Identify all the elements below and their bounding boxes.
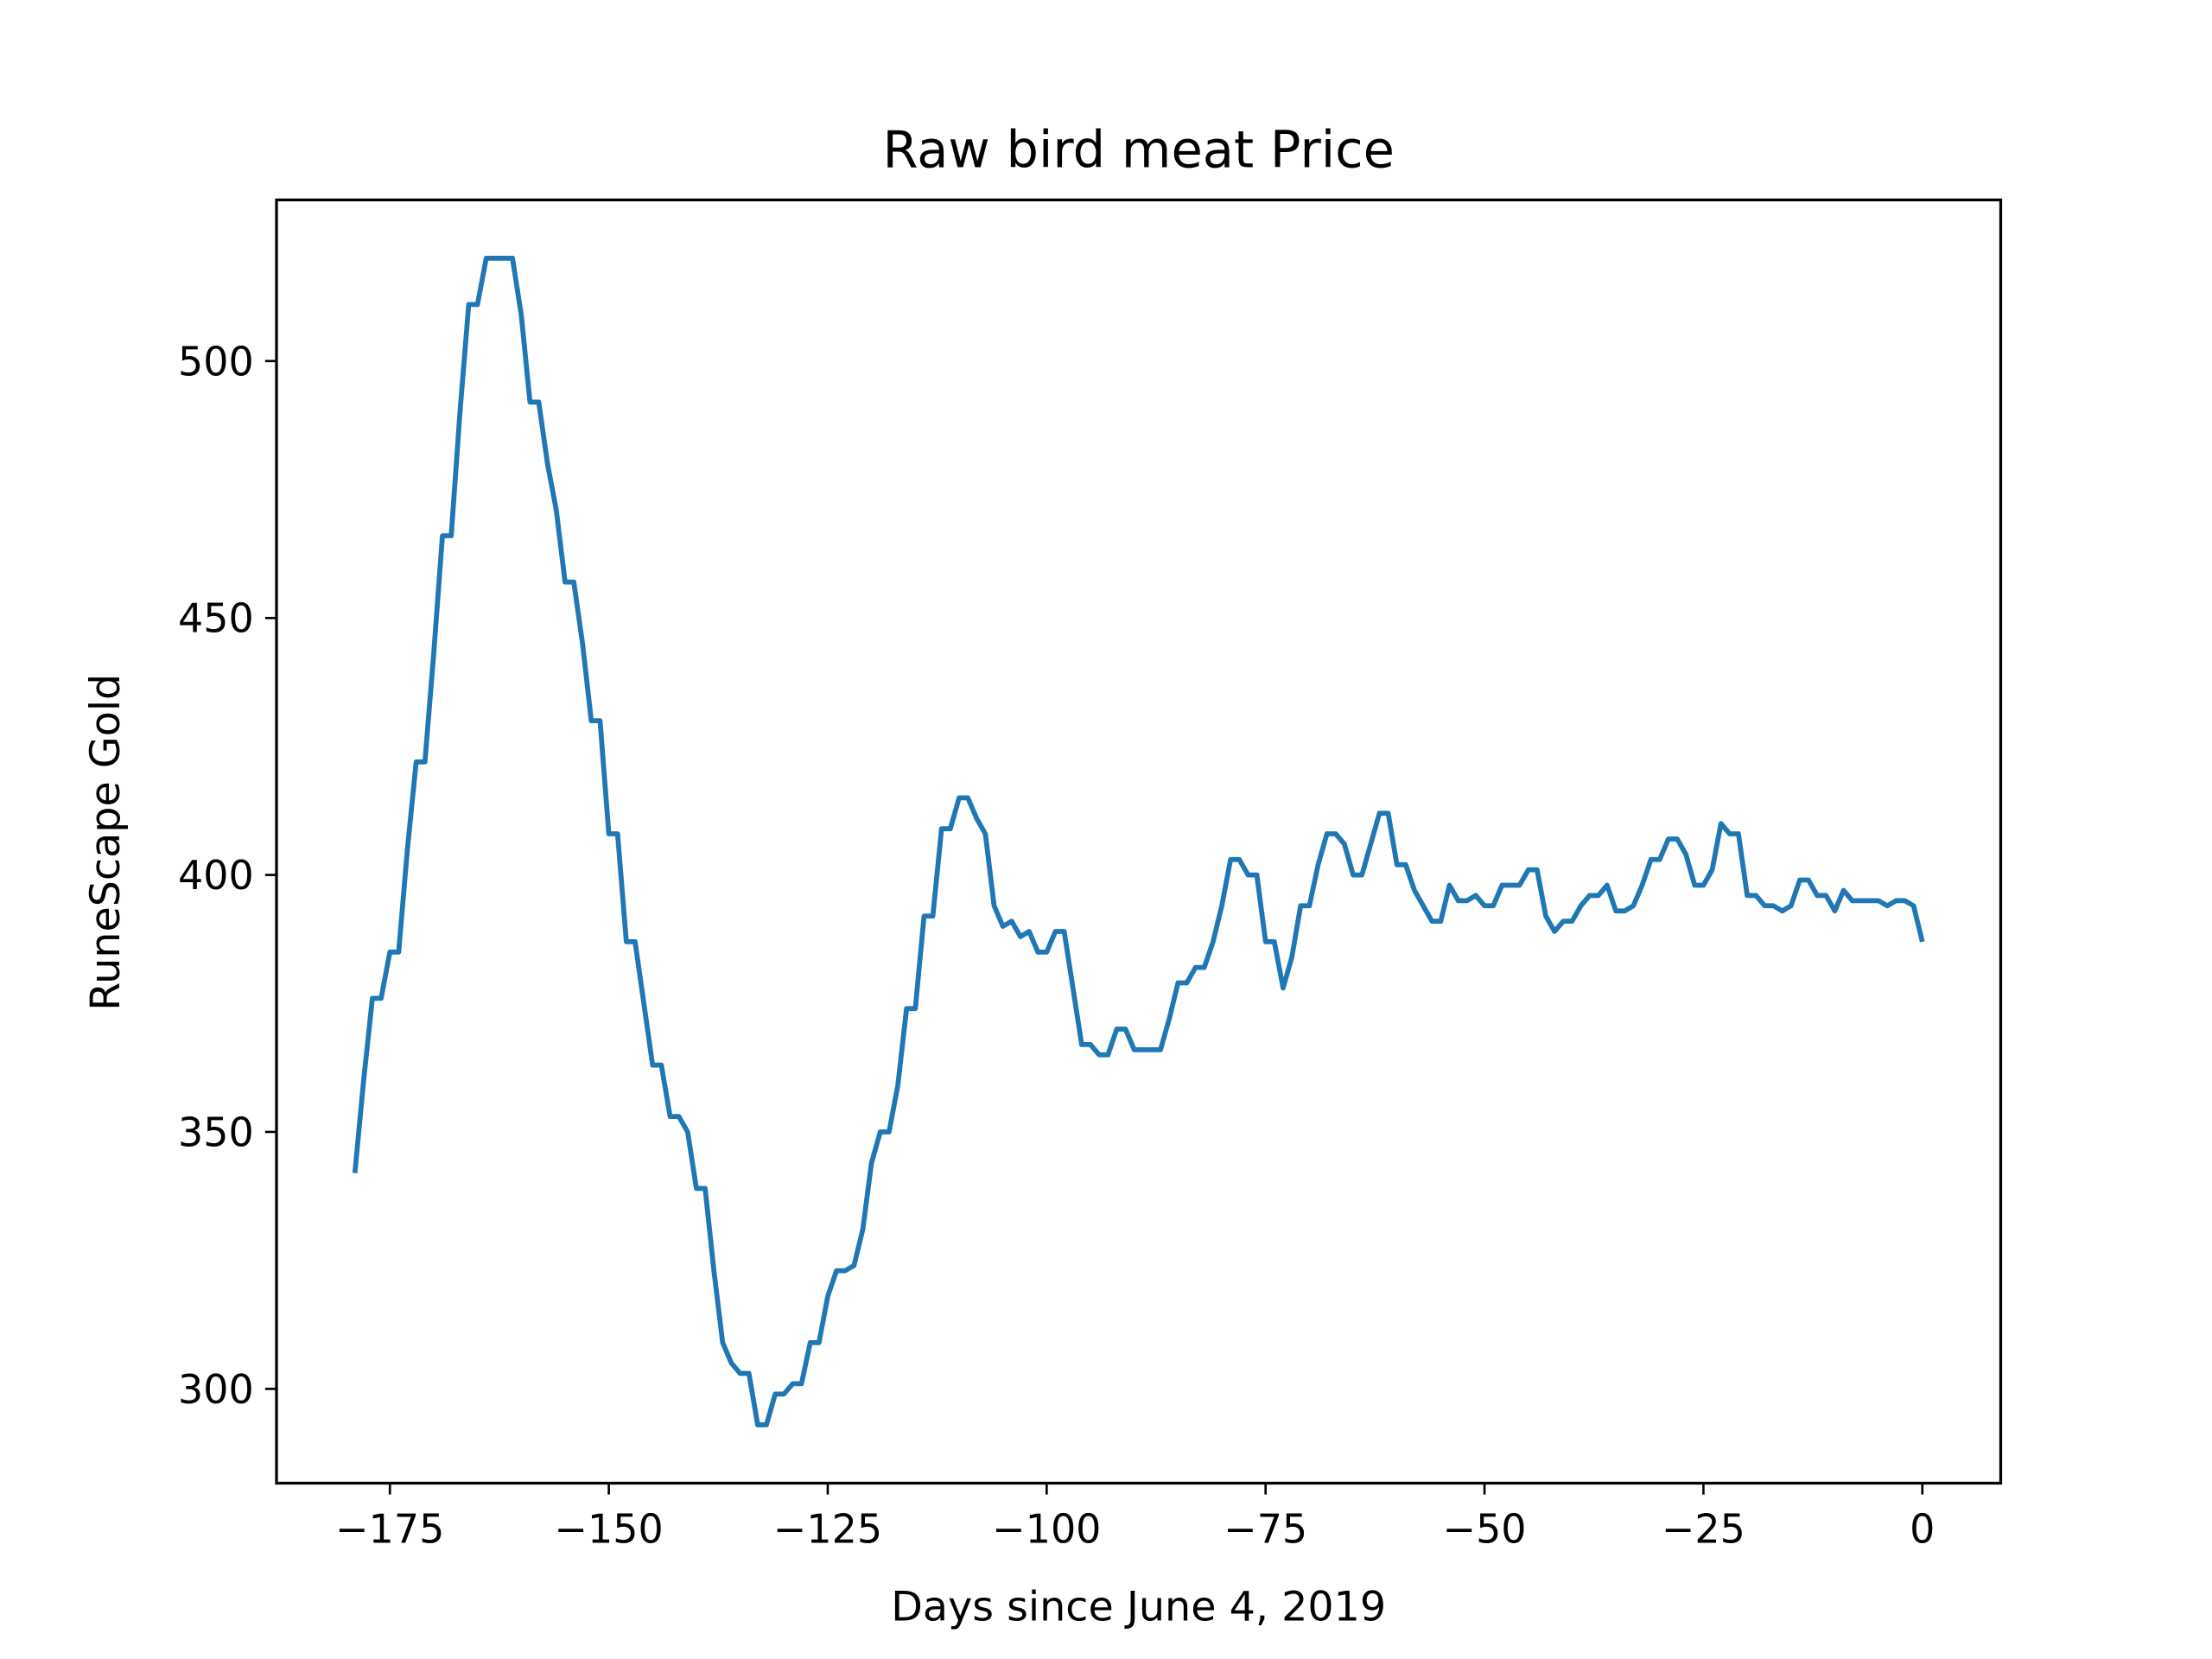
x-tick-label: 0 (1910, 1505, 1935, 1552)
x-tick-label: −150 (555, 1505, 664, 1552)
chart-title: Raw bird meat Price (882, 120, 1394, 180)
x-tick-label: −100 (992, 1505, 1101, 1552)
plot-frame (275, 198, 2003, 1485)
y-tick-label: 350 (178, 1109, 254, 1155)
y-axis-label: RuneScape Gold (82, 674, 130, 1011)
x-tick-label: −50 (1443, 1505, 1527, 1552)
price-line (352, 256, 1925, 1427)
y-tick-label: 400 (178, 852, 254, 899)
y-tick-label: 300 (178, 1366, 254, 1413)
x-tick-label: −125 (773, 1505, 882, 1552)
x-tick-label: −25 (1662, 1505, 1745, 1552)
x-tick-label: −75 (1224, 1505, 1307, 1552)
y-tick-label: 500 (178, 338, 254, 385)
x-tick-label: −175 (335, 1505, 444, 1552)
y-tick-label: 450 (178, 595, 254, 642)
x-axis-label: Days since June 4, 2019 (891, 1584, 1386, 1631)
